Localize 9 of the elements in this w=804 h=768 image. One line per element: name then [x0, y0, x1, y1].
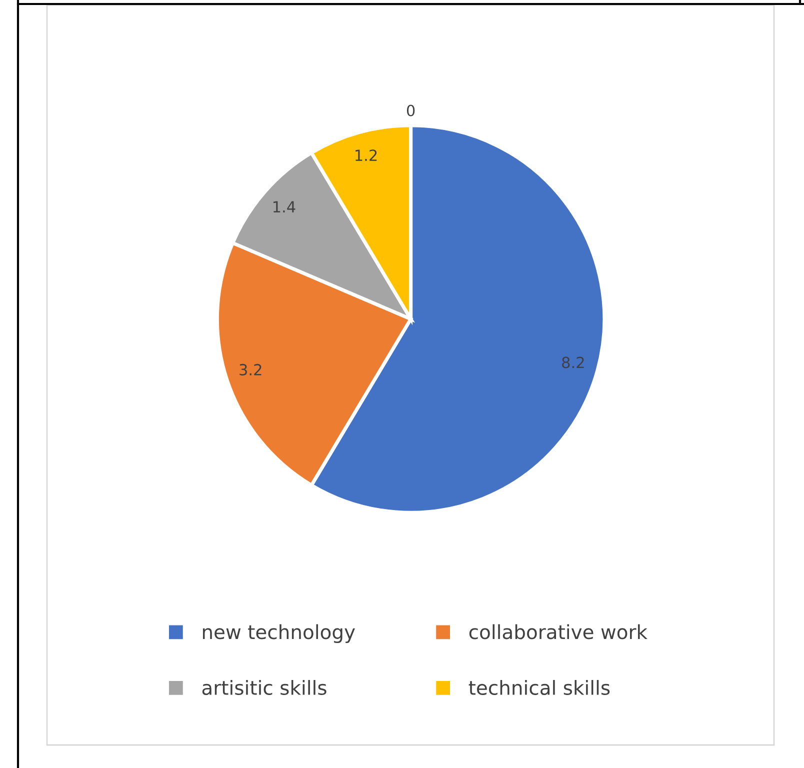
legend-label: artisitic skills: [202, 680, 326, 696]
text: 0: [406, 104, 415, 116]
data-label: 1.2: [356, 150, 377, 161]
data-label: 8.2: [562, 356, 584, 368]
legend-label: new technology: [202, 624, 355, 644]
data-label: 1.4: [273, 201, 296, 212]
legend-label: technical skills: [468, 680, 610, 696]
data-label: 3.2: [240, 364, 262, 376]
legend-label: collaborative work: [469, 624, 648, 640]
